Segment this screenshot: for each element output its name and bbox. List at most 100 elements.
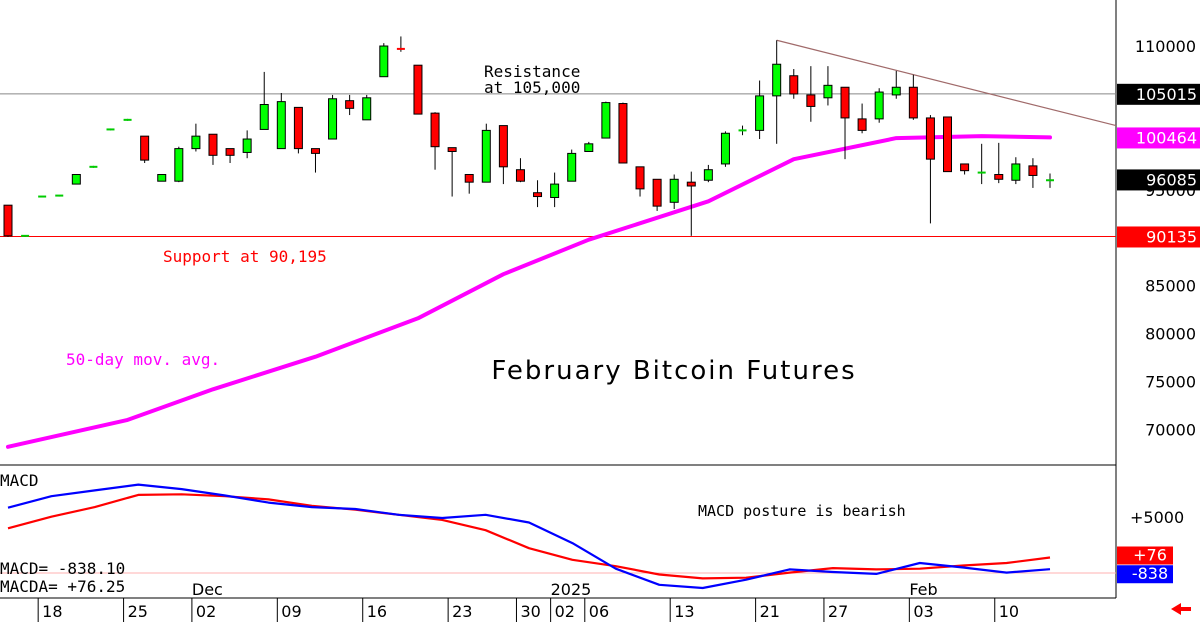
macd-y-tick-label: +5000 [1130,508,1184,527]
candle-body [191,135,201,150]
candle-body [174,148,184,182]
candle [225,148,235,163]
candle [720,131,730,167]
price-reference-lines [0,93,1116,237]
candle [276,93,286,150]
candle [994,142,1004,184]
candle-body [755,95,765,131]
moving-average-line [6,134,1052,449]
candle-body [259,104,269,130]
candle [618,102,628,164]
price-label-layer: 105015 100464 96085 90135 [1117,83,1200,248]
candle [550,172,560,208]
candle-body [515,169,525,182]
x-tick-label: 02 [555,602,575,621]
candle [310,148,320,173]
candle [686,171,696,236]
candle-body [925,117,935,160]
macd-annotation: MACD posture is bearish [698,502,906,520]
candle-body [943,116,953,173]
price-label-box [1117,169,1200,191]
candle-body [208,133,218,156]
month-label: Feb [909,580,937,599]
x-tick-label: 30 [520,602,540,621]
x-tick-label: 03 [913,602,933,621]
candle [533,180,543,208]
price-label-text: 100464 [1136,128,1197,147]
macda-readout: MACDA= +76.25 [0,577,125,596]
candle [1028,158,1038,188]
candle [140,135,150,163]
candle-body [430,112,440,148]
scroll-left-arrow-icon[interactable] [1171,603,1191,615]
candle-body [1028,165,1038,176]
candle [174,146,184,183]
candle-body [328,98,338,140]
x-tick-label: 18 [42,602,62,621]
candle-body [720,132,730,165]
candle [379,43,389,78]
x-tick-label: 16 [367,602,387,621]
macd-price-label-box [1117,565,1173,584]
macd-price-label-text: -838 [1132,564,1168,583]
macd-panel-title: MACD [0,471,39,490]
candle-body [447,147,457,152]
candle [157,173,167,182]
candle [669,174,679,210]
candle-body [567,152,577,182]
candle-body [806,94,816,107]
moving-average-annotation: 50-day mov. avg. [66,350,220,369]
y-tick-label: 110000 [1135,37,1196,56]
candle-body [345,100,355,109]
candle [925,115,935,224]
downtrend-line [776,39,1117,127]
x-tick-label: 13 [674,602,694,621]
candle-body [362,97,372,121]
candle-body [960,163,970,172]
x-tick-label: 09 [281,602,301,621]
candle-body [498,125,508,168]
candle [293,106,303,154]
x-tick-label: 23 [452,602,472,621]
macd-line-layer [7,483,1051,590]
price-label-text: 90135 [1146,227,1197,246]
candle-body [635,166,645,190]
candle [38,195,47,198]
candle [396,36,405,52]
month-label: Dec [192,580,223,599]
candle-body [140,135,150,161]
candle [1046,173,1054,188]
candle-body [3,204,13,237]
candle [123,118,132,121]
candle [328,94,338,140]
x-tick-label: 10 [999,602,1019,621]
candle-body [533,192,543,198]
candle [430,112,440,170]
candle-body [225,148,235,156]
candle [601,101,611,139]
candle [943,116,953,173]
candle-body [413,64,423,115]
candle [755,80,765,140]
candle-body [464,173,474,183]
macd-price-labels: +76-838 [1117,545,1173,584]
trendline-layer [776,39,1117,127]
chart-title: February Bitcoin Futures [491,356,856,386]
y-tick-label: 85000 [1145,277,1196,296]
candle [89,165,98,168]
candle [55,194,64,197]
candle-body [550,183,560,199]
candle [3,204,13,237]
candle-body [857,118,867,131]
resistance-annotation-line1: Resistance [484,62,580,81]
candle-body [669,178,679,203]
candle [413,64,423,115]
candle [908,74,918,120]
candle [362,94,372,121]
price-label-box [1117,226,1200,248]
macd-price-label-text: +76 [1133,545,1167,564]
macd-line [7,483,1051,590]
candle-body [772,63,782,97]
candle [106,128,115,131]
